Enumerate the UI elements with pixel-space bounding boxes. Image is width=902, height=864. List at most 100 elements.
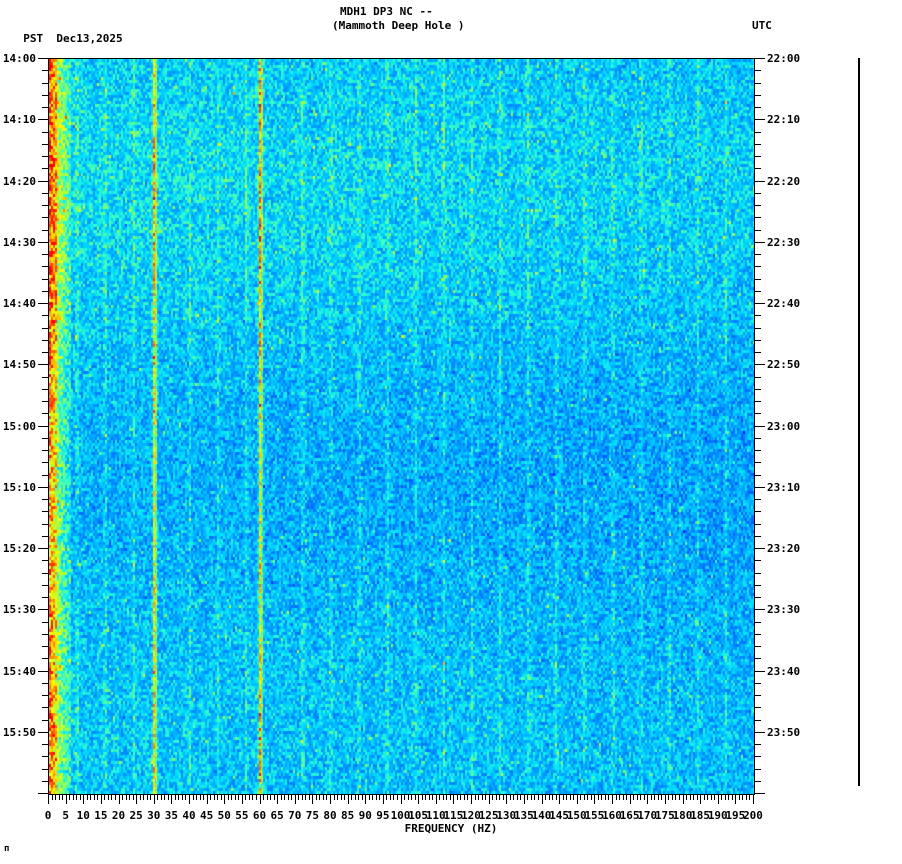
frequency-axis-tick bbox=[362, 794, 363, 800]
frequency-axis-tick bbox=[365, 794, 366, 804]
frequency-axis-tick bbox=[668, 794, 669, 800]
frequency-axis-tick bbox=[683, 794, 684, 804]
frequency-axis-label: 170 bbox=[637, 809, 658, 822]
frequency-axis-label: 20 bbox=[111, 809, 126, 822]
frequency-axis-tick bbox=[185, 794, 186, 800]
right-axis-tick bbox=[754, 315, 761, 316]
right-axis-tick bbox=[754, 401, 761, 402]
frequency-axis-tick bbox=[52, 794, 53, 800]
right-axis-tick bbox=[754, 230, 761, 231]
frequency-axis-label: 135 bbox=[513, 809, 534, 822]
frequency-axis-label: 10 bbox=[76, 809, 90, 822]
frequency-axis-tick bbox=[252, 794, 253, 800]
frequency-axis-tick bbox=[87, 794, 88, 800]
frequency-axis-tick bbox=[221, 794, 222, 800]
frequency-axis-tick bbox=[640, 794, 641, 800]
frequency-axis-label: 25 bbox=[129, 809, 143, 822]
frequency-axis-tick bbox=[513, 794, 514, 800]
frequency-axis-tick bbox=[386, 794, 387, 800]
right-axis-tick bbox=[754, 658, 761, 659]
frequency-axis-tick bbox=[446, 794, 447, 800]
frequency-axis-tick bbox=[527, 794, 528, 800]
frequency-axis-tick bbox=[443, 794, 444, 800]
frequency-axis-tick bbox=[429, 794, 430, 800]
frequency-axis-tick bbox=[48, 794, 49, 804]
frequency-axis-tick bbox=[164, 794, 165, 800]
frequency-axis-label: 165 bbox=[619, 809, 640, 822]
frequency-axis-tick bbox=[626, 794, 627, 800]
frequency-axis-tick bbox=[397, 794, 398, 800]
frequency-axis-tick bbox=[277, 794, 278, 804]
frequency-axis-tick bbox=[302, 794, 303, 800]
left-axis-tick bbox=[42, 107, 49, 108]
frequency-axis-tick bbox=[570, 794, 571, 800]
frequency-axis-tick bbox=[189, 794, 190, 804]
frequency-axis-tick bbox=[601, 794, 602, 800]
right-axis-tick bbox=[754, 475, 761, 476]
frequency-axis-tick bbox=[267, 794, 268, 800]
left-axis-tick bbox=[42, 560, 49, 561]
frequency-axis-tick bbox=[506, 794, 507, 804]
frequency-axis-label: 30 bbox=[147, 809, 161, 822]
right-axis-tick bbox=[754, 450, 761, 451]
left-axis-tick bbox=[42, 340, 49, 341]
left-axis-tick bbox=[38, 671, 49, 672]
right-axis-label: 23:40 bbox=[767, 665, 801, 678]
frequency-axis-tick bbox=[133, 794, 134, 800]
frequency-axis-tick bbox=[753, 794, 754, 804]
frequency-axis-tick bbox=[372, 794, 373, 800]
left-axis-tick bbox=[42, 315, 49, 316]
frequency-axis-label: 175 bbox=[654, 809, 675, 822]
left-axis-tick bbox=[42, 291, 49, 292]
right-axis-label: 22:00 bbox=[767, 52, 801, 65]
right-axis-tick bbox=[754, 695, 761, 696]
left-axis-tick bbox=[42, 524, 49, 525]
frequency-axis-tick bbox=[94, 794, 95, 800]
frequency-axis-tick bbox=[281, 794, 282, 800]
right-axis-tick bbox=[754, 303, 765, 304]
frequency-axis-tick bbox=[143, 794, 144, 800]
frequency-axis-label: 70 bbox=[288, 809, 302, 822]
frequency-axis-label: 110 bbox=[425, 809, 446, 822]
left-axis-tick bbox=[42, 328, 49, 329]
left-axis-tick bbox=[42, 707, 49, 708]
right-axis-tick bbox=[754, 168, 761, 169]
frequency-axis-tick bbox=[633, 794, 634, 800]
right-axis-tick bbox=[754, 781, 761, 782]
frequency-axis-tick bbox=[467, 794, 468, 800]
right-axis-label: 22:10 bbox=[767, 113, 801, 126]
frequency-axis-tick bbox=[355, 794, 356, 800]
frequency-axis-tick bbox=[503, 794, 504, 800]
frequency-axis-tick bbox=[379, 794, 380, 800]
frequency-axis-label: 90 bbox=[358, 809, 372, 822]
right-axis-tick bbox=[754, 413, 761, 414]
frequency-axis-tick bbox=[637, 794, 638, 800]
right-axis-label: 22:40 bbox=[767, 297, 801, 310]
frequency-axis-tick bbox=[358, 794, 359, 800]
spectrogram-plot-area[interactable] bbox=[48, 58, 755, 795]
right-axis-tick bbox=[754, 156, 761, 157]
frequency-axis-tick bbox=[203, 794, 204, 800]
right-axis-tick bbox=[754, 364, 765, 365]
frequency-axis-label: 125 bbox=[478, 809, 499, 822]
right-axis-tick bbox=[754, 462, 761, 463]
left-axis-tick bbox=[42, 475, 49, 476]
frequency-axis-tick bbox=[432, 794, 433, 800]
frequency-axis-label: 120 bbox=[461, 809, 481, 822]
left-axis-tick bbox=[42, 168, 49, 169]
frequency-axis-label: 160 bbox=[602, 809, 622, 822]
frequency-axis-tick bbox=[542, 794, 543, 804]
frequency-axis-label: 95 bbox=[376, 809, 390, 822]
frequency-axis-tick bbox=[630, 794, 631, 804]
frequency-axis-tick bbox=[464, 794, 465, 800]
left-axis-tick bbox=[42, 132, 49, 133]
left-axis-tick bbox=[42, 230, 49, 231]
frequency-axis-label: 185 bbox=[690, 809, 711, 822]
frequency-axis-tick bbox=[700, 794, 701, 804]
frequency-axis-tick bbox=[295, 794, 296, 804]
frequency-axis-label: 5 bbox=[62, 809, 69, 822]
colorbar-divider-line bbox=[858, 58, 860, 786]
right-axis-tick bbox=[754, 205, 761, 206]
